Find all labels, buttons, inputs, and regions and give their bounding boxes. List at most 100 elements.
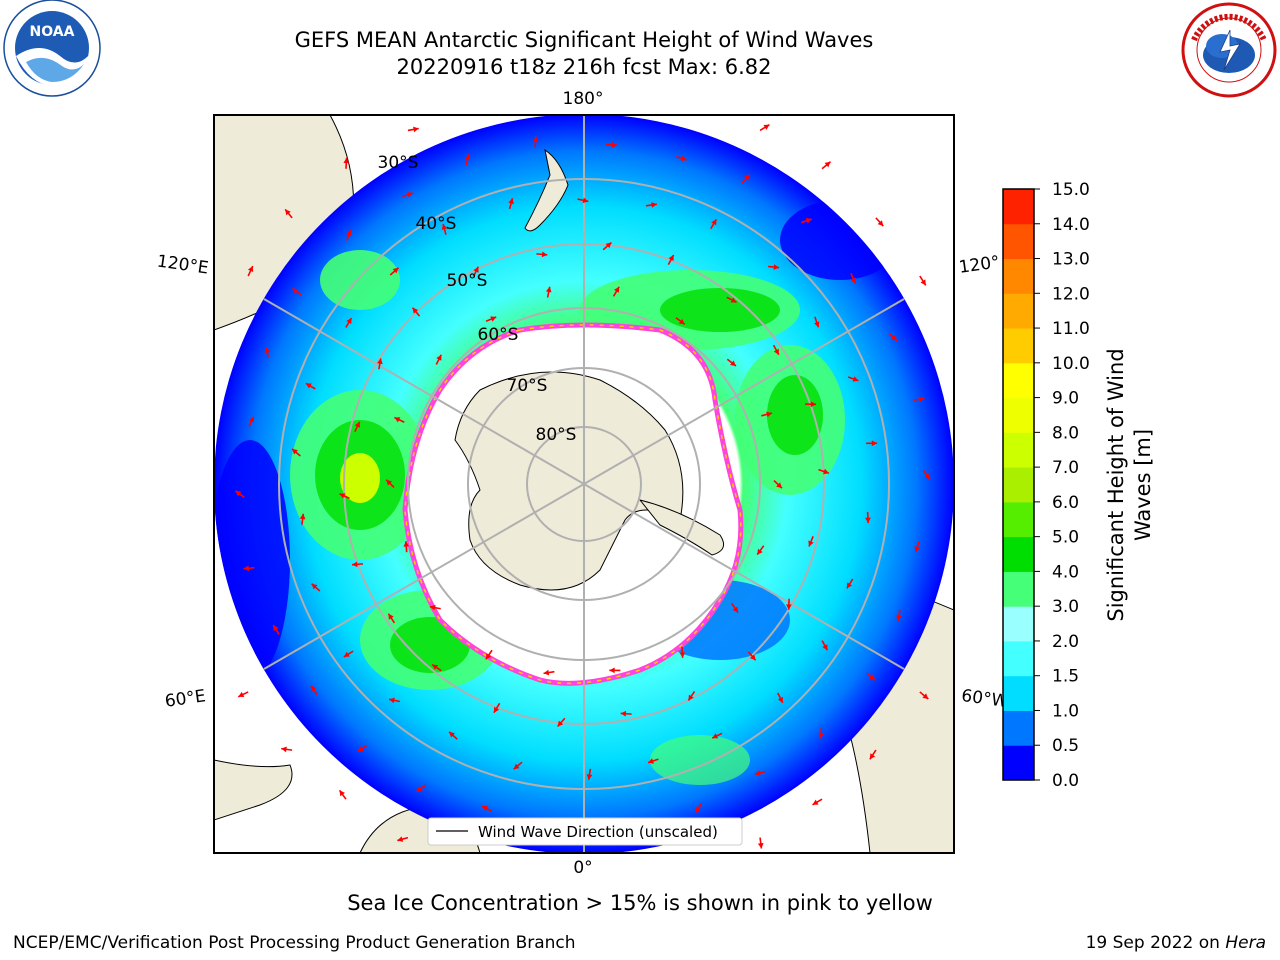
colorbar-tick-label: 5.0 [1052, 528, 1079, 548]
wind-wave-arrowhead [285, 209, 291, 216]
wind-wave-arrowhead [711, 219, 717, 226]
colorbar-tick-label: 7.0 [1052, 458, 1079, 478]
lat-label-30s: 30°S [378, 153, 419, 173]
wind-wave-arrowhead [473, 266, 479, 273]
wind-wave-arrowhead [292, 288, 299, 294]
colorbar-tick-label: 9.0 [1052, 389, 1079, 409]
colorbar-tick-label: 8.0 [1052, 423, 1079, 443]
colorbar-segment [1003, 258, 1034, 294]
colorbar-label-line2: Waves [m] [1131, 429, 1155, 541]
wind-wave-arrowhead [924, 473, 931, 480]
wind-wave-arrowhead [354, 421, 360, 428]
wind-wave-arrowhead [412, 307, 419, 314]
wind-wave-arrowhead [668, 254, 674, 261]
wind-wave-arrowhead [914, 546, 920, 552]
wind-wave-arrowhead [238, 691, 245, 698]
lat-label-50s: 50°S [447, 271, 488, 291]
wind-wave-arrowhead [339, 493, 346, 499]
wind-wave-arrowhead [891, 335, 898, 341]
wind-wave-arrowhead [429, 604, 436, 611]
wind-wave-arrowhead [869, 753, 876, 760]
colorbar-tick-label: 3.0 [1052, 597, 1079, 617]
wind-wave-arrowhead [339, 790, 345, 797]
colorbar-tick-label: 13.0 [1052, 250, 1090, 270]
wind-wave-arrowhead [678, 318, 685, 325]
wind-wave-arrowhead [493, 706, 500, 713]
wind-wave-arrowhead [441, 224, 448, 230]
antarctica [454, 371, 684, 591]
colorbar-tick-label: 0.0 [1052, 771, 1079, 791]
wind-wave-arrowhead [403, 541, 410, 547]
lon-label-180: 180° [563, 89, 604, 109]
wind-wave-arrowhead [743, 174, 750, 181]
new-zealand [524, 148, 569, 232]
wind-wave-arrowhead [388, 613, 394, 620]
lat-label-60s: 60°S [478, 325, 519, 345]
wind-wave-arrowhead [846, 582, 853, 589]
wind-wave-arrowhead [920, 279, 926, 286]
wind-wave-arrowhead [545, 286, 552, 293]
wind-wave-arrowhead [343, 157, 350, 164]
svg-text:NOAA: NOAA [30, 24, 75, 40]
lat-label-70s: 70°S [507, 376, 548, 396]
colorbar-segment [1003, 362, 1034, 399]
wind-wave-arrowhead [776, 482, 782, 489]
wind-wave-arrowhead [273, 625, 279, 632]
wind-wave-arrowhead [281, 746, 287, 753]
wind-wave-arrowhead [679, 652, 686, 658]
lon-label-120e: 120°E [156, 252, 210, 279]
wind-wave-arrowhead [773, 348, 779, 355]
wind-wave-arrowhead [586, 774, 593, 780]
nws-logo [1181, 2, 1277, 98]
legend-label: Wind Wave Direction (unscaled) [478, 823, 718, 841]
colorbar-tick-label: 1.0 [1052, 701, 1079, 721]
wind-wave-arrowhead [766, 411, 773, 418]
lon-label-0: 0° [573, 858, 592, 878]
wind-wave-arrowhead [757, 548, 763, 555]
colorbar-segment [1003, 640, 1034, 677]
wind-wave-arrowhead [541, 251, 548, 258]
wind-wave-arrowhead [773, 264, 780, 270]
wind-wave-arrowhead [730, 360, 736, 367]
colorbar-segment [1003, 328, 1034, 364]
wind-wave-arrowhead [449, 731, 455, 738]
wind-wave-arrowhead [852, 376, 859, 382]
wind-wave-arrowhead [757, 842, 764, 849]
colorbar-segment [1003, 745, 1034, 781]
colorbar-tick-label: 0.5 [1052, 736, 1079, 756]
wind-wave-arrowhead [611, 142, 618, 148]
chart-subtitle: 20220916 t18z 216h fcst Max: 6.82 [396, 55, 772, 79]
wind-wave-arrowhead [513, 763, 520, 770]
wind-wave-arrowhead [918, 396, 925, 403]
colorbar-segment [1003, 710, 1034, 746]
wind-wave-arrowhead [343, 651, 350, 657]
colorbar-segment [1003, 675, 1034, 711]
lon-label-60e: 60°E [164, 686, 207, 711]
sea-ice-caption: Sea Ice Concentration > 15% is shown in … [347, 891, 933, 915]
colorbar-segment [1003, 536, 1034, 572]
colorbar-segment [1003, 432, 1034, 468]
map-area: Wind Wave Direction (unscaled) [214, 115, 954, 853]
wind-wave-arrowhead [305, 383, 312, 389]
colorbar-label-line1: Significant Height of Wind [1104, 348, 1128, 621]
colorbar-segment [1003, 571, 1034, 607]
wind-wave-arrowhead [416, 785, 423, 792]
wind-wave-arrowhead [818, 733, 824, 739]
wind-wave-arrowhead [922, 693, 929, 699]
lat-label-80s: 80°S [536, 425, 577, 445]
colorbar-segment [1003, 606, 1034, 642]
wind-wave-arrowhead [609, 667, 615, 674]
colorbar-segment [1003, 501, 1034, 538]
wind-wave-arrowhead [850, 277, 856, 284]
wind-wave-arrowhead [754, 770, 761, 776]
wind-wave-arrowhead [808, 540, 814, 547]
wind-wave-arrowhead [824, 161, 831, 168]
wind-wave-arrowhead [810, 401, 817, 408]
wind-wave-arrowhead [749, 654, 756, 661]
colorbar-tick-label: 10.0 [1052, 354, 1090, 374]
colorbar-segment [1003, 293, 1034, 329]
wind-wave-arrowhead [392, 267, 399, 274]
wind-wave-arrowhead [557, 720, 564, 727]
wind-wave-arrowhead [377, 358, 383, 365]
